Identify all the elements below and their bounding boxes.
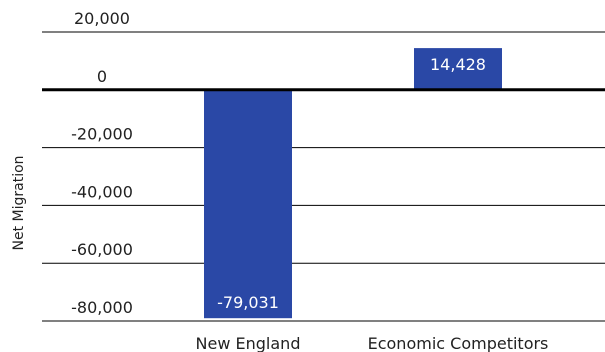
y-tick-label: 0 [97,67,107,86]
bar [204,89,292,319]
bar-value-label: 14,428 [430,55,486,74]
y-tick-labels: 20,000 0 -20,000 -40,000 -60,000 -80,000 [71,9,133,317]
y-tick-label: -60,000 [71,240,133,259]
bars [204,48,502,319]
bar-value-labels: -79,031 14,428 [217,55,486,312]
bar-value-label: -79,031 [217,293,279,312]
y-tick-label: -40,000 [71,182,133,201]
category-label: New England [196,334,301,352]
y-tick-label: -80,000 [71,298,133,317]
y-tick-label: 20,000 [74,9,130,28]
y-tick-label: -20,000 [71,125,133,144]
category-label: Economic Competitors [368,334,549,352]
gridlines [42,31,605,322]
y-axis-title: Net Migration [11,155,27,250]
category-labels: New England Economic Competitors [196,334,549,352]
bar [414,48,502,90]
